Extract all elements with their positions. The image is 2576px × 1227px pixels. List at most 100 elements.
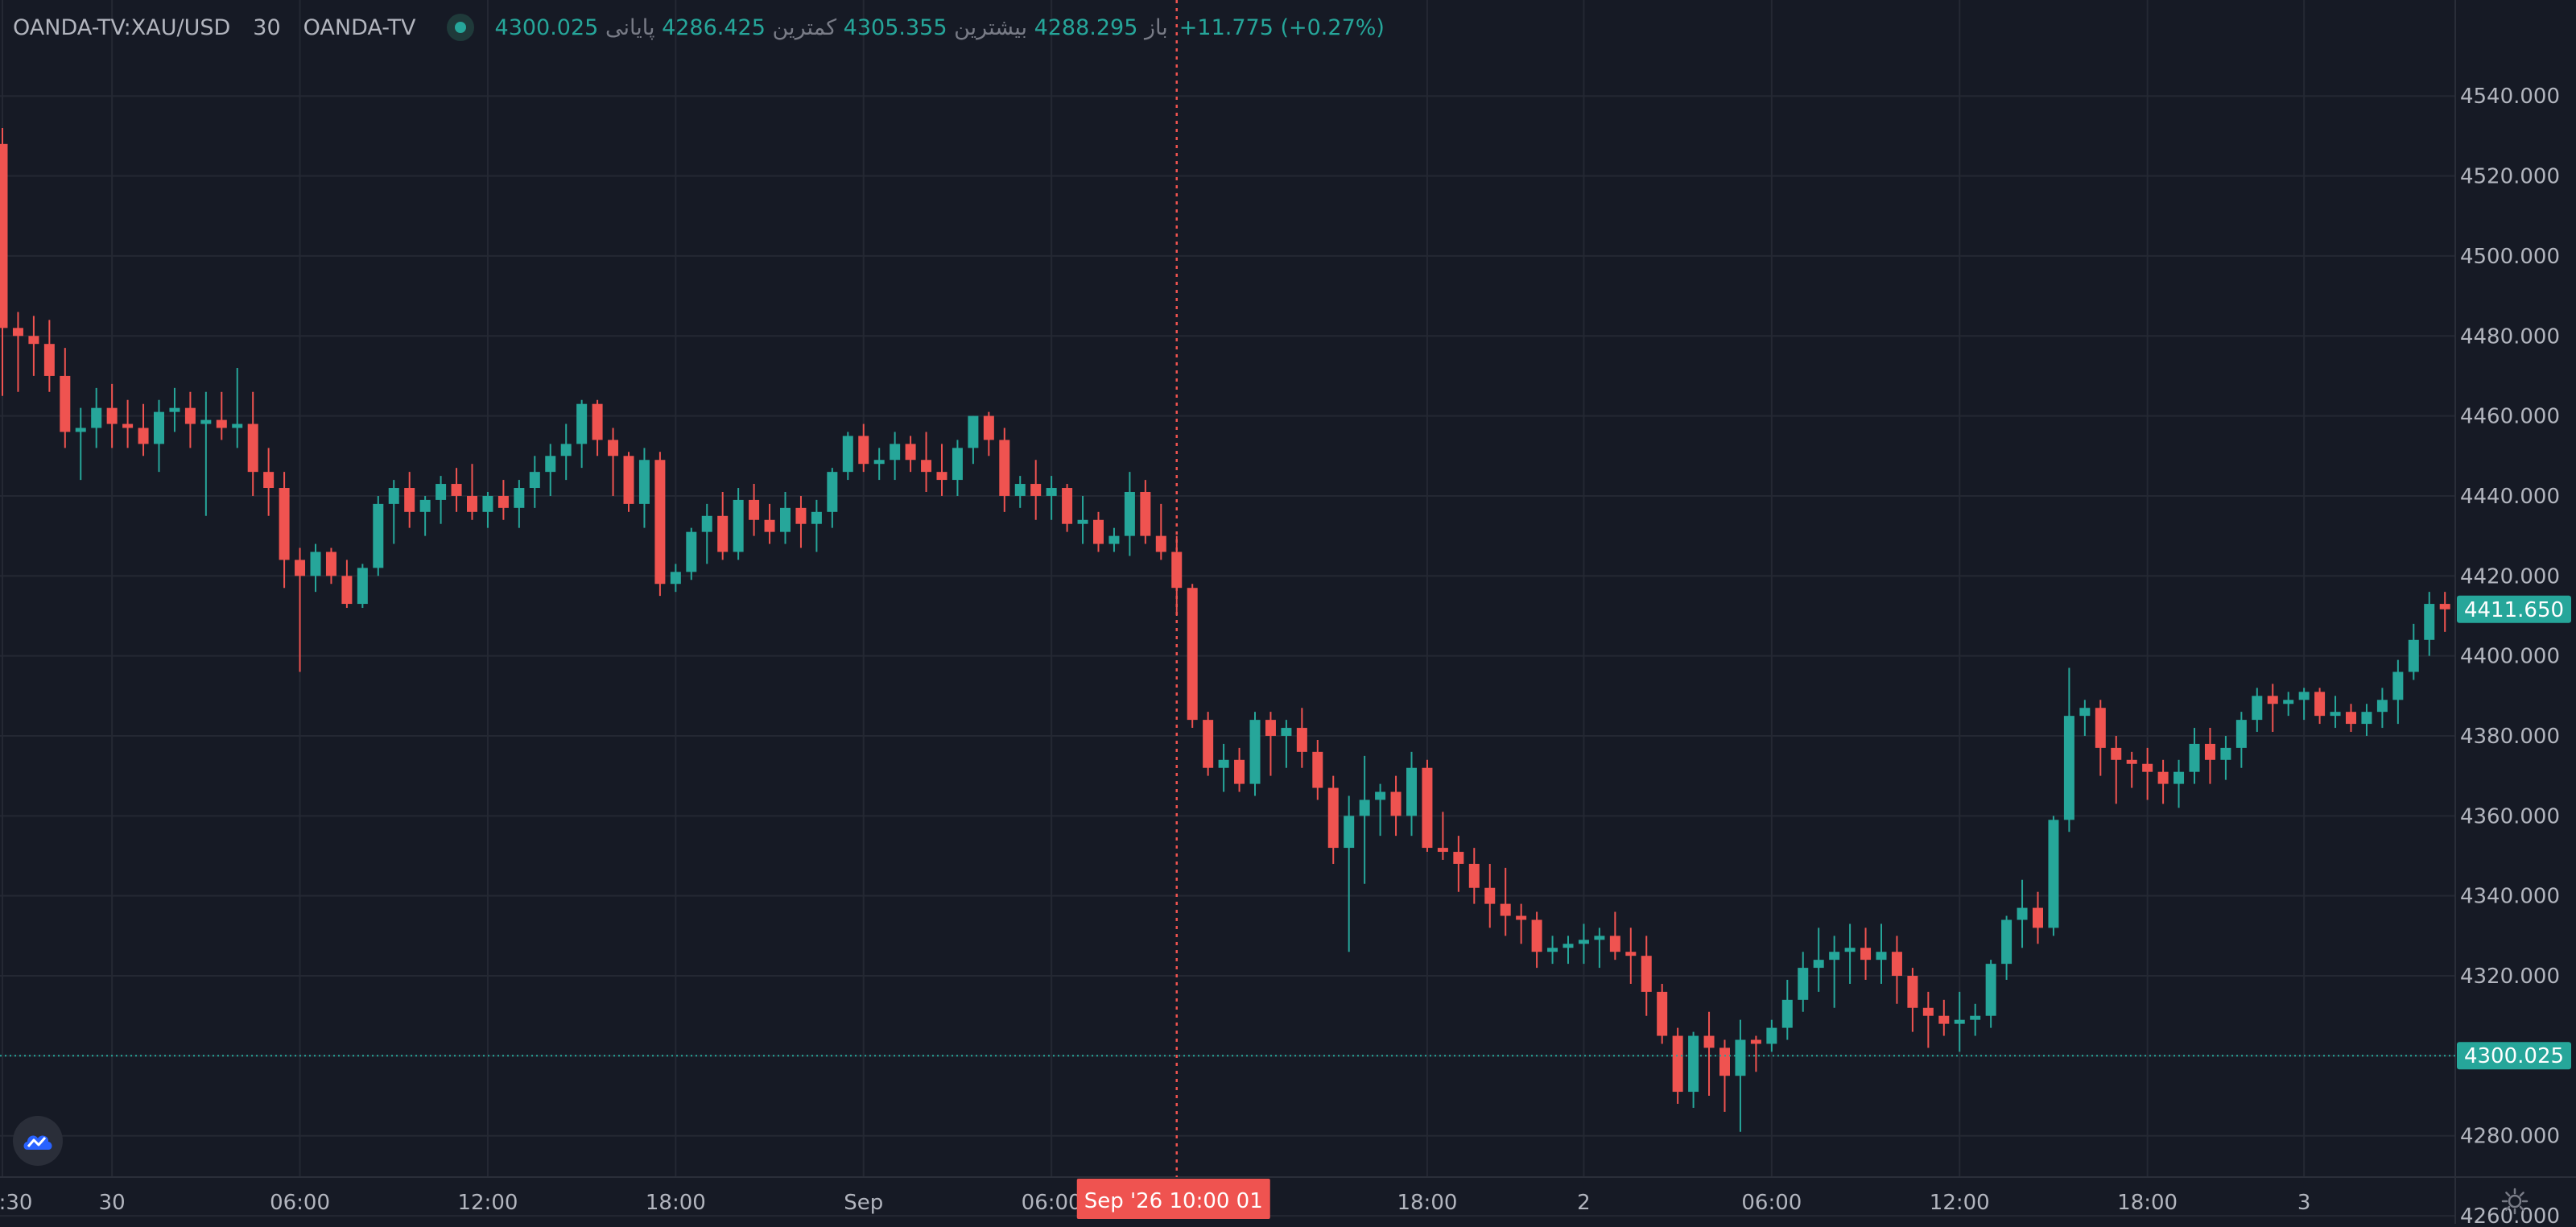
candle-body [842, 436, 853, 473]
candle-body [576, 403, 588, 444]
candle-body [999, 440, 1010, 496]
crosshair-time-box [1076, 1179, 1270, 1219]
candle-body [247, 423, 258, 473]
market-status-icon[interactable] [446, 14, 474, 41]
candle-body [921, 460, 932, 473]
change-value: +11.775 (+0.27%) [1179, 14, 1385, 40]
candle-body [404, 488, 415, 512]
candle-body [122, 423, 134, 428]
candle-body [827, 472, 838, 512]
candle-body [623, 456, 634, 504]
candle-body [310, 552, 321, 576]
candle-body [2314, 692, 2326, 717]
candle-body [1014, 484, 1026, 496]
candle-body [43, 344, 55, 376]
candle-body [905, 444, 916, 461]
candle-body [1798, 968, 1809, 1000]
candle-body [1844, 948, 1856, 952]
candle-body [1938, 1015, 1950, 1024]
y-tick-label: 4540.000 [2460, 85, 2560, 109]
price-label-text: 4411.650 [2464, 598, 2564, 622]
candle-body [2001, 919, 2013, 965]
open-label: باز [1145, 14, 1168, 40]
candle-body [28, 336, 39, 345]
candle-body [2033, 907, 2043, 928]
candle-body [1766, 1027, 1777, 1044]
candle-body [232, 423, 243, 428]
candle-body [1155, 535, 1166, 552]
candle-body [1594, 936, 1605, 940]
candle-body [733, 499, 744, 552]
tradingview-logo-button[interactable] [13, 1116, 63, 1166]
candle-body [184, 407, 196, 424]
candle-body [388, 488, 399, 504]
candle-body [1030, 484, 1042, 496]
candle-body [2283, 700, 2294, 704]
candle-body [1422, 767, 1433, 849]
x-tick-label: 18:00 [1397, 1191, 1457, 1215]
candle-body [952, 448, 963, 481]
candle-body [1203, 720, 1214, 768]
candle-body [1985, 964, 1996, 1016]
open-value: 4288.295 [1034, 14, 1138, 40]
x-tick-label: 30 [99, 1191, 126, 1215]
candle-body [1860, 948, 1872, 961]
y-tick-label: 4260.000 [2460, 1204, 2560, 1224]
candle-body [560, 444, 572, 457]
x-tick-label: 3 [2297, 1191, 2311, 1215]
candle-body [1970, 1015, 1981, 1020]
candle-body [2174, 771, 2185, 784]
candle-body [436, 484, 447, 500]
candle-body [858, 436, 869, 465]
candle-body [2330, 712, 2341, 717]
x-tick-label: 06:00 [1741, 1191, 1802, 1215]
candle-body [514, 488, 525, 508]
candle-body [1750, 1039, 1761, 1044]
timeframe-label[interactable]: 30 [253, 14, 281, 40]
candle-body [2267, 696, 2278, 704]
candle-body [1296, 728, 1307, 752]
candle-body [1108, 535, 1120, 544]
y-tick-label: 4460.000 [2460, 405, 2560, 429]
y-tick-label: 4520.000 [2460, 165, 2560, 189]
candle-body [279, 488, 290, 560]
candle-body [2424, 604, 2435, 640]
x-tick-label: 12:00 [457, 1191, 518, 1215]
candle-body [1907, 976, 1918, 1008]
close-value: 4300.025 [494, 14, 599, 40]
candle-body [529, 472, 540, 489]
low-value: 4286.425 [662, 14, 766, 40]
candle-body [1516, 915, 1527, 920]
x-tick-label: 16:30 [0, 1191, 32, 1215]
candle-body [701, 515, 712, 532]
candle-body [2298, 692, 2310, 700]
candle-body [545, 456, 556, 473]
candle-body [2126, 759, 2137, 764]
candle-body [60, 375, 71, 432]
x-tick-label: 06:00 [270, 1191, 330, 1215]
candle-body [2220, 747, 2231, 760]
candle-body [106, 407, 118, 424]
candle-body [983, 415, 994, 440]
candle-body [2142, 763, 2153, 772]
candle-body [1046, 488, 1057, 496]
candle-body [200, 419, 212, 424]
candle-body [138, 428, 149, 444]
candle-body [1124, 491, 1135, 536]
x-tick-label: 06:00 [1022, 1191, 1082, 1215]
candle-body [373, 503, 384, 568]
candle-body [1468, 863, 1480, 888]
candle-body [1249, 720, 1261, 784]
candle-body [1578, 940, 1589, 944]
symbol-name[interactable]: OANDA-TV:XAU/USD [13, 14, 231, 40]
low-label: کمترین [772, 14, 837, 40]
gear-icon[interactable] [2500, 1187, 2529, 1216]
candle-body [1719, 1047, 1730, 1076]
candle-body [1359, 799, 1370, 816]
candle-body [169, 407, 180, 412]
candle-body [325, 552, 336, 576]
close-label: پایانی [605, 14, 655, 40]
candle-body [2235, 720, 2247, 748]
